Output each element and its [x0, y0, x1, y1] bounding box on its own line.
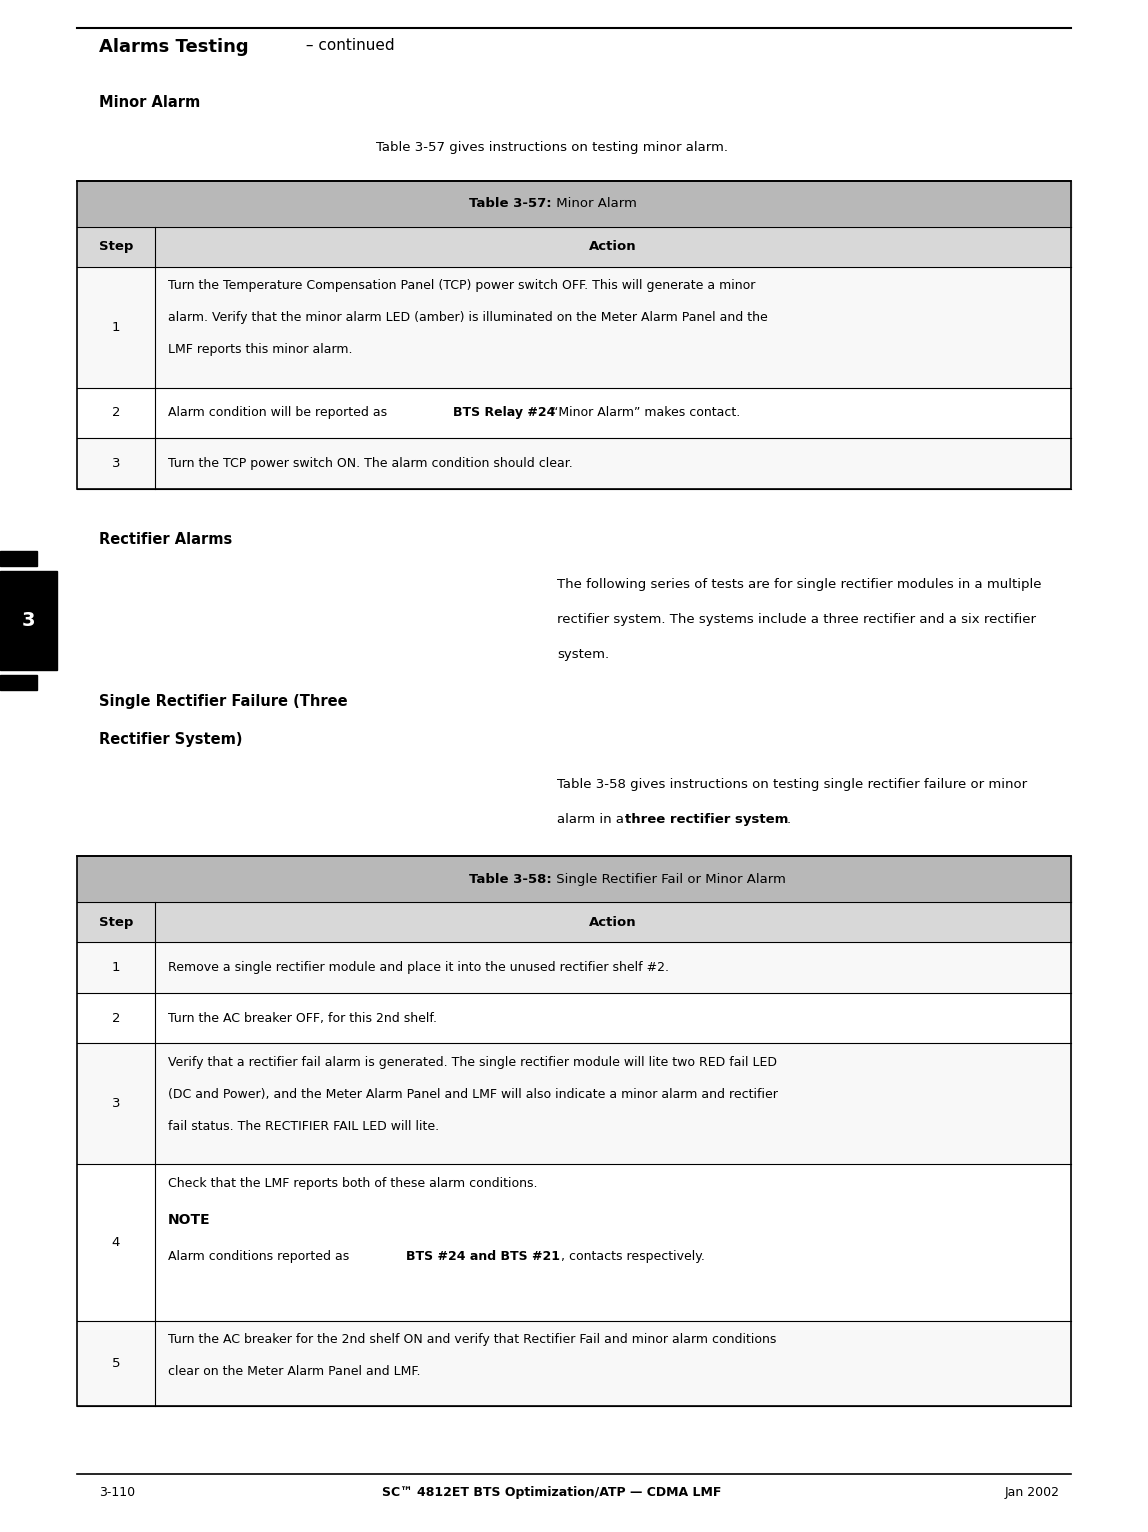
- Bar: [77, 181, 1071, 489]
- Text: Alarm condition will be reported as: Alarm condition will be reported as: [168, 406, 391, 420]
- Text: Remove a single rectifier module and place it into the unused rectifier shelf #2: Remove a single rectifier module and pla…: [168, 961, 669, 974]
- Text: (DC and Power), and the Meter Alarm Panel and LMF will also indicate a minor ala: (DC and Power), and the Meter Alarm Pane…: [168, 1088, 777, 1100]
- Text: Action: Action: [589, 241, 636, 253]
- Text: NOTE: NOTE: [168, 1213, 210, 1227]
- Bar: [77, 1164, 1071, 1321]
- Bar: [77, 1321, 1071, 1406]
- Text: The following series of tests are for single rectifier modules in a multiple: The following series of tests are for si…: [558, 578, 1042, 590]
- Text: Single Rectifier Failure (Three: Single Rectifier Failure (Three: [100, 694, 348, 709]
- Text: Step: Step: [99, 241, 133, 253]
- Text: 1: 1: [111, 320, 121, 334]
- Text: Step: Step: [99, 916, 133, 928]
- Text: alarm in a: alarm in a: [558, 813, 629, 826]
- Text: fail status. The RECTIFIER FAIL LED will lite.: fail status. The RECTIFIER FAIL LED will…: [168, 1120, 439, 1132]
- Bar: [77, 267, 1071, 388]
- Text: .: .: [788, 813, 791, 826]
- Text: 5: 5: [111, 1357, 121, 1370]
- Text: system.: system.: [558, 648, 610, 660]
- Text: alarm. Verify that the minor alarm LED (amber) is illuminated on the Meter Alarm: alarm. Verify that the minor alarm LED (…: [168, 311, 768, 323]
- Text: Table 3-57 gives instructions on testing minor alarm.: Table 3-57 gives instructions on testing…: [375, 141, 728, 153]
- Text: Check that the LMF reports both of these alarm conditions.: Check that the LMF reports both of these…: [168, 1177, 537, 1189]
- Text: rectifier system. The systems include a three rectifier and a six rectifier: rectifier system. The systems include a …: [558, 613, 1037, 625]
- Text: three rectifier system: three rectifier system: [625, 813, 789, 826]
- Text: Turn the TCP power switch ON. The alarm condition should clear.: Turn the TCP power switch ON. The alarm …: [168, 457, 573, 470]
- Text: “Minor Alarm” makes contact.: “Minor Alarm” makes contact.: [552, 406, 740, 420]
- Text: Jan 2002: Jan 2002: [1004, 1486, 1060, 1498]
- Text: SC™ 4812ET BTS Optimization/ATP — CDMA LMF: SC™ 4812ET BTS Optimization/ATP — CDMA L…: [382, 1486, 722, 1498]
- Text: 3: 3: [22, 611, 36, 630]
- Bar: [0, 552, 38, 567]
- Bar: [77, 902, 1071, 942]
- Bar: [0, 571, 57, 671]
- Bar: [77, 438, 1071, 489]
- Text: , contacts respectively.: , contacts respectively.: [560, 1250, 705, 1262]
- Text: 3-110: 3-110: [100, 1486, 135, 1498]
- Text: 2: 2: [111, 1011, 121, 1025]
- Bar: [77, 856, 1071, 902]
- Bar: [77, 227, 1071, 267]
- Text: LMF reports this minor alarm.: LMF reports this minor alarm.: [168, 343, 352, 355]
- Text: Action: Action: [589, 916, 636, 928]
- Text: Table 3-57:: Table 3-57:: [470, 198, 552, 210]
- Bar: [77, 993, 1071, 1043]
- Text: Rectifier Alarms: Rectifier Alarms: [100, 532, 233, 547]
- Text: Alarm conditions reported as: Alarm conditions reported as: [168, 1250, 354, 1262]
- Bar: [77, 942, 1071, 993]
- Text: 3: 3: [111, 457, 121, 470]
- Text: Turn the AC breaker for the 2nd shelf ON and verify that Rectifier Fail and mino: Turn the AC breaker for the 2nd shelf ON…: [168, 1333, 776, 1345]
- Bar: [0, 676, 38, 691]
- Bar: [77, 388, 1071, 438]
- Text: 2: 2: [111, 406, 121, 420]
- Bar: [77, 181, 1071, 227]
- Text: – continued: – continued: [302, 38, 395, 54]
- Text: Table 3-58:: Table 3-58:: [470, 873, 552, 885]
- Text: 3: 3: [111, 1097, 121, 1111]
- Text: Minor Alarm: Minor Alarm: [100, 95, 201, 110]
- Text: Alarms Testing: Alarms Testing: [100, 38, 249, 57]
- Text: Turn the AC breaker OFF, for this 2nd shelf.: Turn the AC breaker OFF, for this 2nd sh…: [168, 1011, 436, 1025]
- Text: Turn the Temperature Compensation Panel (TCP) power switch OFF. This will genera: Turn the Temperature Compensation Panel …: [168, 279, 755, 291]
- Text: BTS Relay #24: BTS Relay #24: [452, 406, 554, 420]
- Bar: [77, 1043, 1071, 1164]
- Text: Single Rectifier Fail or Minor Alarm: Single Rectifier Fail or Minor Alarm: [552, 873, 786, 885]
- Text: BTS #24 and BTS #21: BTS #24 and BTS #21: [406, 1250, 560, 1262]
- Text: clear on the Meter Alarm Panel and LMF.: clear on the Meter Alarm Panel and LMF.: [168, 1365, 420, 1377]
- Text: 4: 4: [111, 1236, 121, 1249]
- Text: 1: 1: [111, 961, 121, 974]
- Text: Table 3-58 gives instructions on testing single rectifier failure or minor: Table 3-58 gives instructions on testing…: [558, 778, 1027, 791]
- Bar: [77, 856, 1071, 1406]
- Text: Verify that a rectifier fail alarm is generated. The single rectifier module wil: Verify that a rectifier fail alarm is ge…: [168, 1056, 777, 1068]
- Text: Rectifier System): Rectifier System): [100, 732, 243, 748]
- Text: Minor Alarm: Minor Alarm: [552, 198, 637, 210]
